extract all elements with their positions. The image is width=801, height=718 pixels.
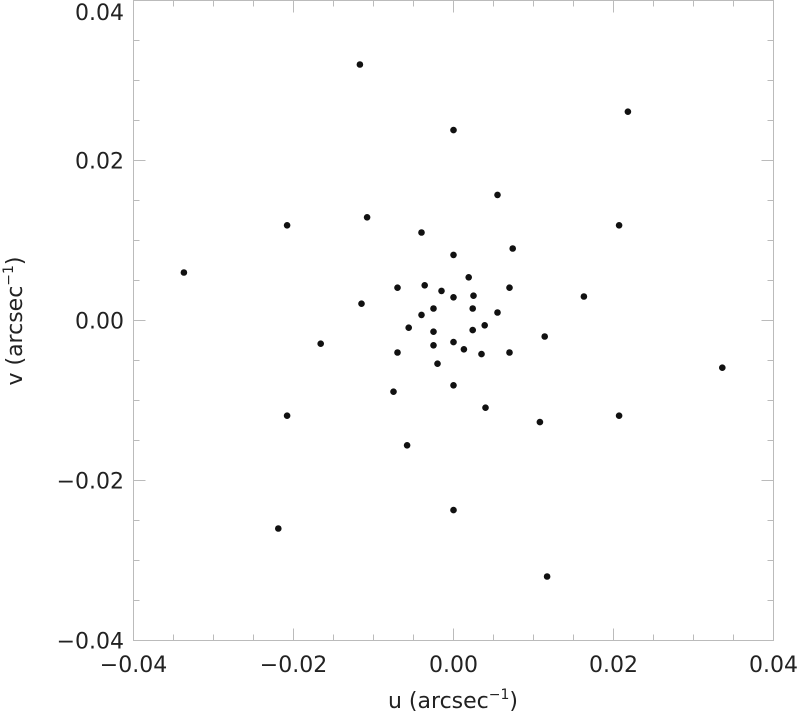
data-point	[283, 222, 291, 229]
data-point	[421, 282, 429, 289]
y-axis-label: v (arcsec−1)	[1, 256, 28, 385]
data-point	[275, 525, 282, 532]
data-point	[465, 274, 473, 281]
data-point	[580, 293, 588, 300]
data-point	[438, 287, 445, 295]
x-axis-label: u (arcsec−1)	[388, 687, 518, 714]
x-tick-label: 0.02	[589, 653, 638, 678]
data-point	[450, 294, 457, 301]
y-tick-label: −0.04	[57, 630, 124, 655]
data-point	[394, 349, 401, 356]
data-point	[478, 350, 485, 358]
data-point	[430, 342, 437, 349]
y-tick-label: 0.00	[75, 310, 124, 335]
data-point	[494, 191, 501, 199]
data-point	[283, 412, 291, 420]
data-point	[363, 214, 371, 221]
data-point	[482, 404, 489, 412]
data-point	[624, 108, 632, 115]
x-tick-label: 0.00	[429, 653, 478, 678]
y-tick-label: 0.04	[75, 1, 124, 26]
data-point	[390, 388, 397, 396]
x-tick-label: −0.02	[260, 653, 327, 678]
y-tick-label: 0.02	[75, 150, 124, 175]
data-point	[506, 284, 513, 292]
data-point	[450, 126, 457, 134]
data-point	[180, 269, 188, 276]
data-point	[509, 245, 516, 252]
data-point	[541, 333, 548, 340]
y-tick-label: −0.02	[57, 470, 124, 495]
data-point	[536, 418, 544, 426]
data-point	[403, 442, 411, 449]
data-point	[394, 284, 401, 292]
data-point	[450, 506, 457, 514]
data-point	[317, 340, 325, 348]
data-point	[430, 328, 437, 336]
data-point	[469, 326, 477, 334]
x-tick-label: −0.04	[100, 653, 167, 678]
data-point	[543, 573, 551, 580]
data-point	[494, 309, 501, 316]
data-point	[450, 382, 457, 389]
data-point	[460, 346, 468, 353]
data-point	[719, 364, 726, 372]
data-point	[470, 292, 477, 300]
data-point	[434, 360, 441, 368]
data-point	[358, 300, 365, 308]
plot-frame	[133, 0, 774, 641]
data-point	[450, 338, 457, 346]
data-point	[469, 305, 477, 312]
data-point	[506, 349, 513, 356]
data-point	[405, 324, 413, 332]
data-point	[418, 229, 425, 236]
data-point	[481, 322, 489, 329]
data-point	[615, 222, 623, 229]
data-point	[430, 305, 437, 312]
data-point	[418, 311, 425, 319]
x-tick-label: 0.04	[749, 653, 798, 678]
data-point	[450, 251, 457, 259]
data-point	[615, 412, 623, 420]
data-point	[356, 61, 364, 68]
